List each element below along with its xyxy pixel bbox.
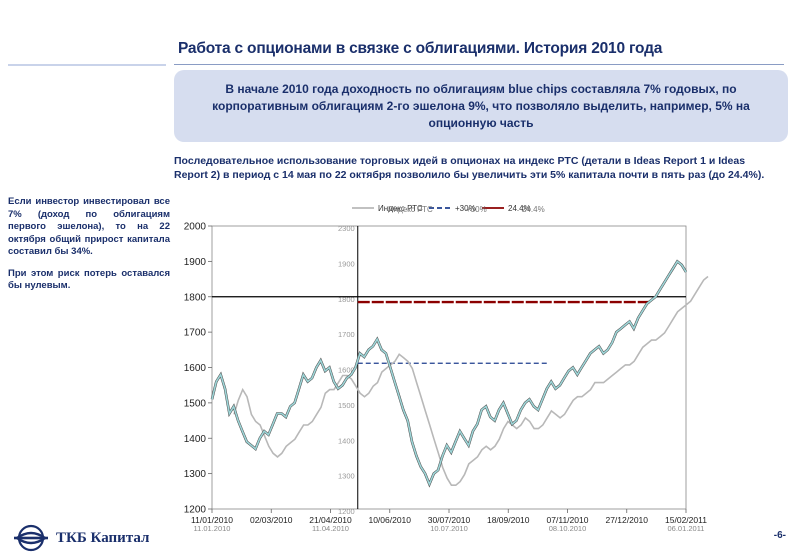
x-tick-label: 30/07/2010 bbox=[428, 515, 471, 525]
y-tick-label: 2000 bbox=[184, 222, 207, 233]
side-note-paragraph-1: Если инвестор инвестировал все 7% (доход… bbox=[8, 196, 170, 257]
x-tick-label-secondary: 11.01.2010 bbox=[194, 524, 231, 533]
y-tick-label: 1900 bbox=[184, 257, 207, 268]
series-line-rts bbox=[211, 260, 687, 487]
legend-label-overlay: 24.4% bbox=[522, 205, 545, 214]
banner-text: В начале 2010 года доходность по облигац… bbox=[212, 81, 750, 130]
side-note-paragraph-2: При этом риск потерь оставался бы нулевы… bbox=[8, 267, 170, 292]
title-divider bbox=[174, 64, 784, 65]
left-divider bbox=[8, 64, 166, 66]
company-logo: ТКБ Капитал bbox=[14, 524, 149, 552]
plot-frame bbox=[211, 225, 687, 510]
x-tick-label: 11/01/2010 bbox=[191, 515, 233, 525]
y-tick-label: 1800 bbox=[184, 292, 207, 303]
inner-y-tick-label: 1900 bbox=[338, 259, 355, 268]
series-line-overlay bbox=[233, 275, 709, 487]
y-tick-label: 1500 bbox=[184, 398, 207, 409]
legend-label: Индекс РТС bbox=[378, 204, 423, 213]
legend-label-overlay: +30% bbox=[466, 205, 487, 214]
x-tick-label: 10/06/2010 bbox=[368, 515, 411, 525]
y-tick-label: 1600 bbox=[184, 363, 207, 374]
y-tick-label: 1400 bbox=[184, 434, 207, 445]
side-note: Если инвестор инвестировал все 7% (доход… bbox=[8, 196, 170, 302]
inner-y-tick-label: 1600 bbox=[338, 366, 355, 375]
y-tick-label: 1300 bbox=[184, 469, 207, 480]
x-tick-label-secondary: 11.04.2010 bbox=[312, 524, 349, 533]
y-tick-label: 1200 bbox=[184, 505, 207, 516]
inner-y-tick-label: 1800 bbox=[338, 295, 355, 304]
inner-y-tick-label: 2300 bbox=[338, 224, 355, 233]
inner-y-tick-label: 1400 bbox=[338, 436, 355, 445]
x-tick-label: 02/03/2010 bbox=[250, 515, 293, 525]
x-tick-label: 21/04/2010 bbox=[309, 515, 352, 525]
legend-label: +30% bbox=[455, 204, 476, 213]
inner-y-tick-label: 1700 bbox=[338, 330, 355, 339]
x-tick-label-secondary: 10.07.2010 bbox=[430, 524, 468, 533]
slide-title: Работа с опционами в связке с облигациям… bbox=[178, 40, 663, 57]
tkb-logo-icon bbox=[14, 524, 48, 552]
inner-y-tick-label: 1200 bbox=[338, 507, 355, 516]
inner-y-tick-label: 1300 bbox=[338, 472, 355, 481]
y-tick-label: 1700 bbox=[184, 328, 207, 339]
x-tick-label: 18/09/2010 bbox=[487, 515, 530, 525]
highlight-banner: В начале 2010 года доходность по облигац… bbox=[174, 70, 788, 142]
legend-label: 24.4% bbox=[508, 204, 531, 213]
x-tick-label: 15/02/2011 bbox=[665, 515, 707, 525]
page-number: -6- bbox=[773, 530, 786, 541]
x-tick-label: 07/11/2010 bbox=[547, 515, 589, 525]
legend-label-overlay: Индекс РТС bbox=[388, 205, 433, 214]
x-tick-label-secondary: 08.10.2010 bbox=[549, 524, 587, 533]
chart-caption: Последовательное использование торговых … bbox=[174, 155, 765, 181]
inner-y-tick-label: 1500 bbox=[338, 401, 355, 410]
x-tick-label-secondary: 06.01.2011 bbox=[668, 524, 705, 533]
logo-text: ТКБ Капитал bbox=[56, 529, 150, 546]
x-tick-label: 27/12/2010 bbox=[605, 515, 648, 525]
